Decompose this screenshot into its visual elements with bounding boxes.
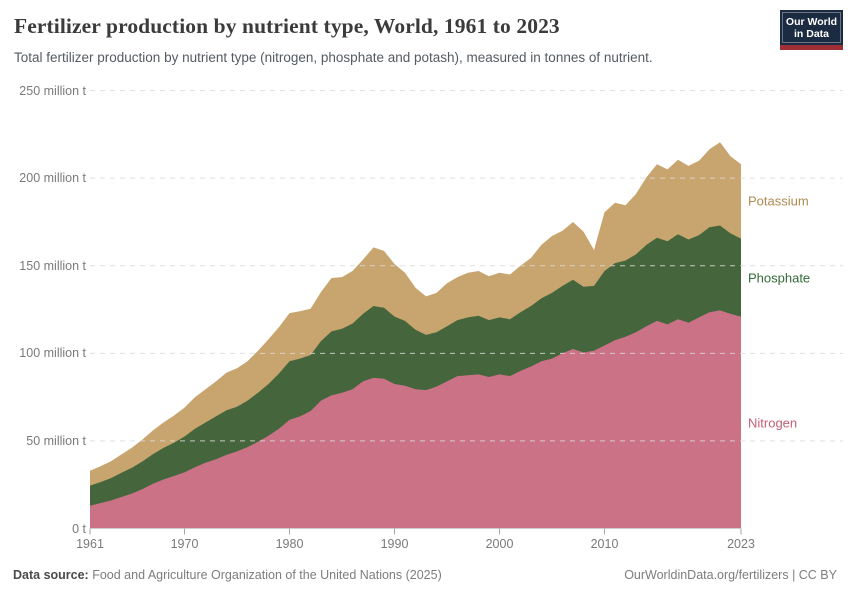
data-source-text: Food and Agriculture Organization of the… xyxy=(92,568,442,582)
x-axis-label: 1980 xyxy=(275,537,304,551)
area-nitrogen[interactable] xyxy=(90,310,741,529)
owid-logo-frame: Our World in Data xyxy=(782,12,841,43)
owid-logo-text-line2: in Data xyxy=(793,27,829,40)
chart-subtitle: Total fertilizer production by nutrient … xyxy=(14,50,653,65)
x-axis-label: 2000 xyxy=(485,537,514,551)
x-axis-label: 2023 xyxy=(727,537,755,551)
owid-logo[interactable]: Our World in Data xyxy=(780,10,843,50)
page-title: Fertilizer production by nutrient type, … xyxy=(14,14,560,38)
legend-label-phosphate: Phosphate xyxy=(748,270,811,286)
x-axis-label: 1990 xyxy=(380,537,409,551)
chart-footer: Data source: Food and Agriculture Organi… xyxy=(0,568,850,600)
x-axis-label: 1970 xyxy=(170,537,199,551)
data-source-note: Data source: Food and Agriculture Organi… xyxy=(13,568,442,582)
x-axis-label: 1961 xyxy=(76,537,104,551)
legend-label-nitrogen: Nitrogen xyxy=(748,415,798,431)
y-axis-label: 100 million t xyxy=(19,346,86,361)
data-source-label: Data source: xyxy=(13,568,89,582)
x-axis-label: 2010 xyxy=(590,537,619,551)
y-axis-label: 250 million t xyxy=(19,83,86,98)
owid-logo-text-line1: Our World xyxy=(785,15,838,28)
y-axis-label: 50 million t xyxy=(26,433,86,448)
owid-credit-link[interactable]: OurWorldinData.org/fertilizers | CC BY xyxy=(624,568,837,582)
y-axis-label: 200 million t xyxy=(19,171,86,186)
y-axis-label: 0 t xyxy=(72,521,86,536)
legend-label-potassium: Potassium xyxy=(748,193,809,209)
y-axis-label: 150 million t xyxy=(19,258,86,273)
